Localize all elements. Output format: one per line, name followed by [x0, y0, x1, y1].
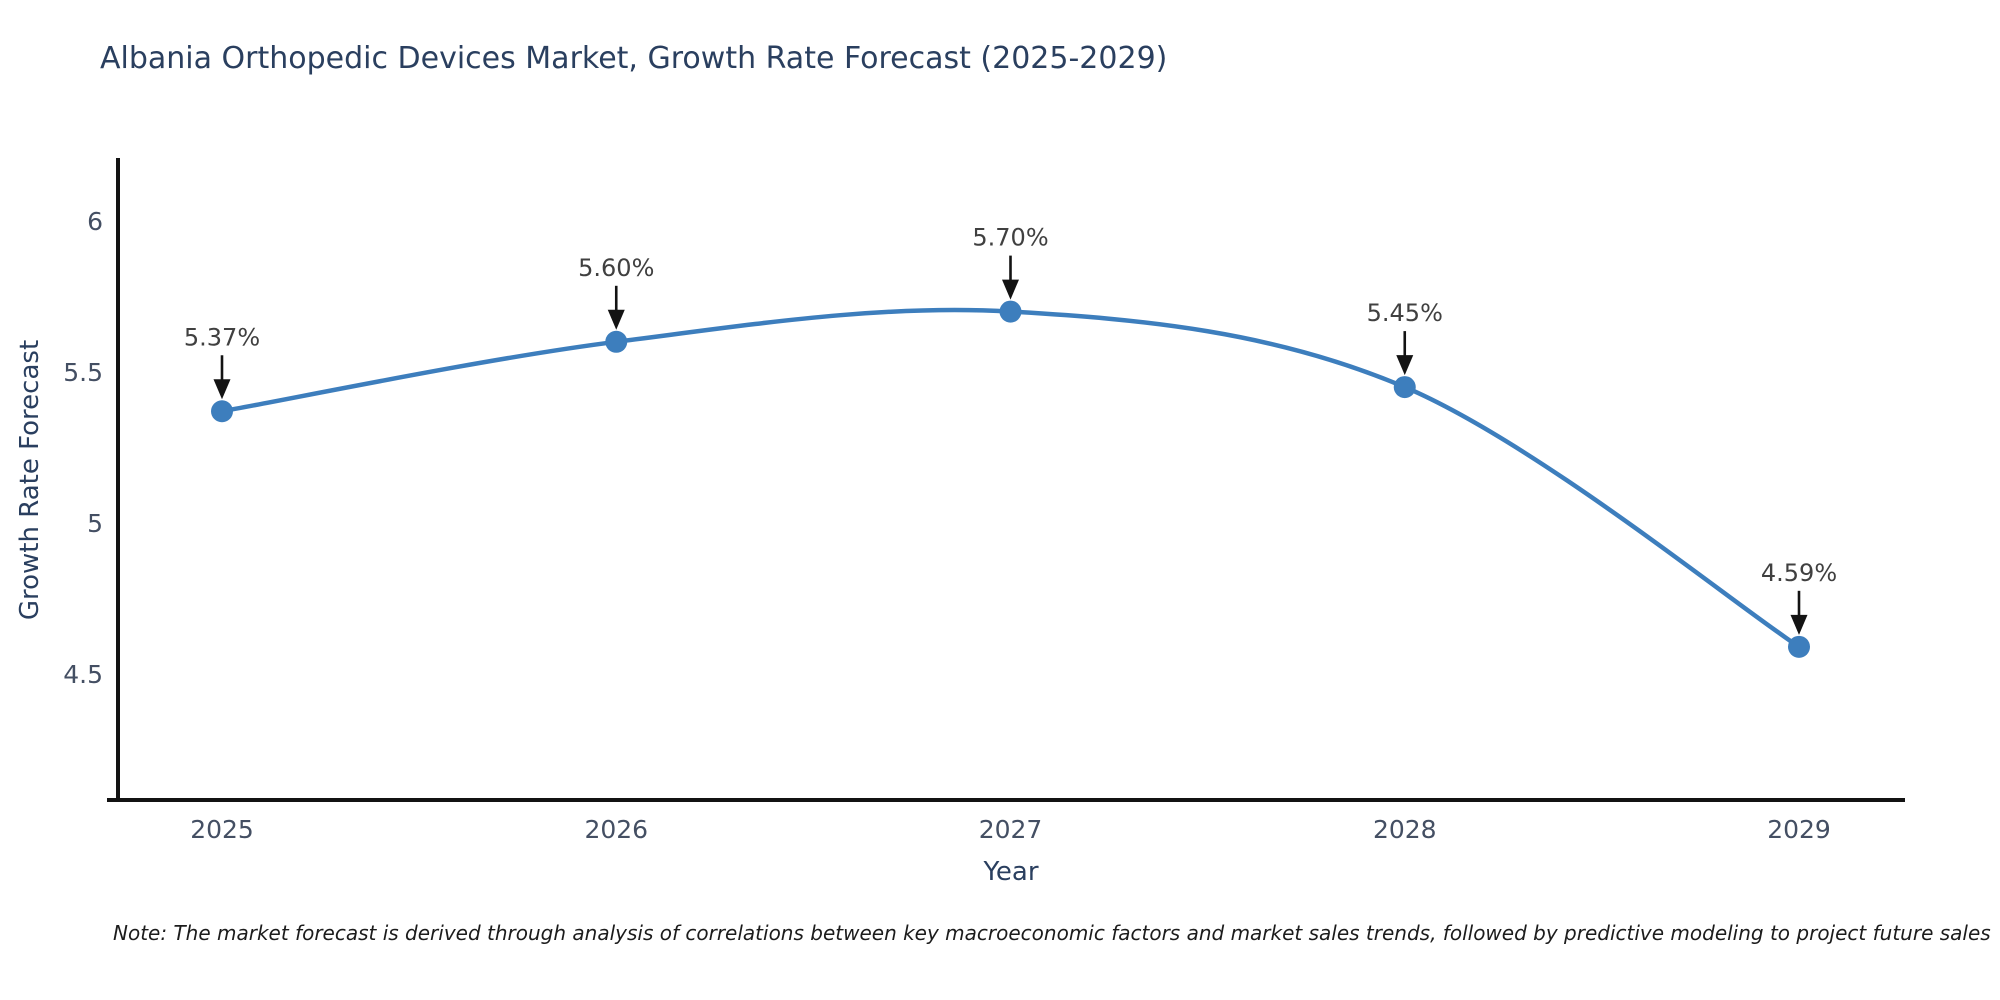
annotation-layer: 5.37% 5.60% 5.70% 5.45% 4.59%	[184, 224, 1837, 635]
y-axis-title: Growth Rate Forecast	[15, 340, 45, 620]
point-value-label-2028: 5.45%	[1367, 299, 1443, 327]
point-value-label-2027: 5.70%	[972, 224, 1048, 252]
annotation-arrowhead	[1396, 355, 1414, 376]
series-layer	[211, 300, 1810, 658]
data-point-2028	[1393, 376, 1416, 399]
y-tick-label-5.5: 5.5	[63, 358, 103, 387]
y-tick-label-5: 5	[87, 509, 103, 538]
annotation-arrowhead	[1002, 279, 1019, 300]
x-axis-title: Year	[982, 857, 1038, 887]
data-point-2029	[1788, 635, 1810, 658]
y-axis-tick-labels: 4.5 5 5.5 6	[63, 207, 103, 689]
data-point-2025	[211, 400, 233, 423]
x-tick-label-2027: 2027	[979, 815, 1043, 844]
chart-title: Albania Orthopedic Devices Market, Growt…	[100, 41, 1167, 76]
x-axis-tick-labels: 2025 2026 2027 2028 2029	[190, 815, 1831, 844]
data-point-2027	[999, 300, 1022, 323]
point-value-label-2029: 4.59%	[1761, 559, 1837, 587]
x-tick-label-2026: 2026	[584, 815, 648, 844]
forecast-line	[219, 307, 1802, 650]
point-value-label-2026: 5.60%	[578, 254, 654, 282]
footnote-text: Note: The market forecast is derived thr…	[113, 921, 1991, 945]
y-tick-label-6: 6	[87, 207, 103, 236]
x-tick-label-2025: 2025	[190, 815, 254, 844]
annotation-arrowhead	[607, 309, 625, 330]
point-value-label-2025: 5.37%	[184, 323, 260, 351]
annotation-arrowhead	[1790, 614, 1808, 635]
x-tick-label-2028: 2028	[1373, 815, 1437, 844]
data-point-2026	[605, 330, 628, 353]
x-tick-label-2029: 2029	[1767, 815, 1831, 844]
annotation-arrowhead	[213, 379, 231, 400]
y-tick-label-4.5: 4.5	[63, 660, 103, 689]
